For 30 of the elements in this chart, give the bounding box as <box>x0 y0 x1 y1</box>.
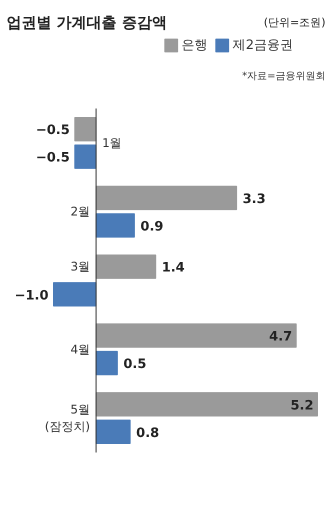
y-tick-label: 3월 <box>70 260 90 274</box>
data-label: 0.9 <box>140 219 164 234</box>
data-label: 1.4 <box>162 260 185 276</box>
legend-label: 제2금융권 <box>232 37 293 54</box>
bar <box>53 282 97 306</box>
y-tick-label: 2월 <box>70 204 90 219</box>
text: *자료=금융위원회 <box>242 71 326 82</box>
data-label: 5.2 <box>290 398 314 414</box>
bar <box>96 392 318 417</box>
data-label: −0.5 <box>36 150 70 166</box>
bar <box>96 186 238 210</box>
chart-title: 업권별 가계대출 증감액 <box>6 14 167 32</box>
bar <box>96 254 156 279</box>
bar <box>96 213 135 238</box>
data-label: 4.7 <box>269 330 292 345</box>
legend-label: 은행 <box>182 37 208 54</box>
chart-subtitle: (단위=조원) <box>264 16 326 29</box>
data-label: 3.3 <box>242 192 266 207</box>
data-label: −1.0 <box>14 288 48 304</box>
y-tick-label: 5월 (잠정치) <box>44 402 90 434</box>
bar <box>96 350 118 376</box>
data-label: −0.5 <box>36 123 70 138</box>
data-label: 0.5 <box>123 357 146 372</box>
bar <box>74 116 97 142</box>
bar <box>74 144 97 169</box>
y-tick-label: 4월 <box>70 342 90 356</box>
bar <box>96 420 131 444</box>
data-label: 0.8 <box>136 426 160 441</box>
bar <box>96 323 297 348</box>
y-tick-label: 1월 <box>102 136 122 150</box>
